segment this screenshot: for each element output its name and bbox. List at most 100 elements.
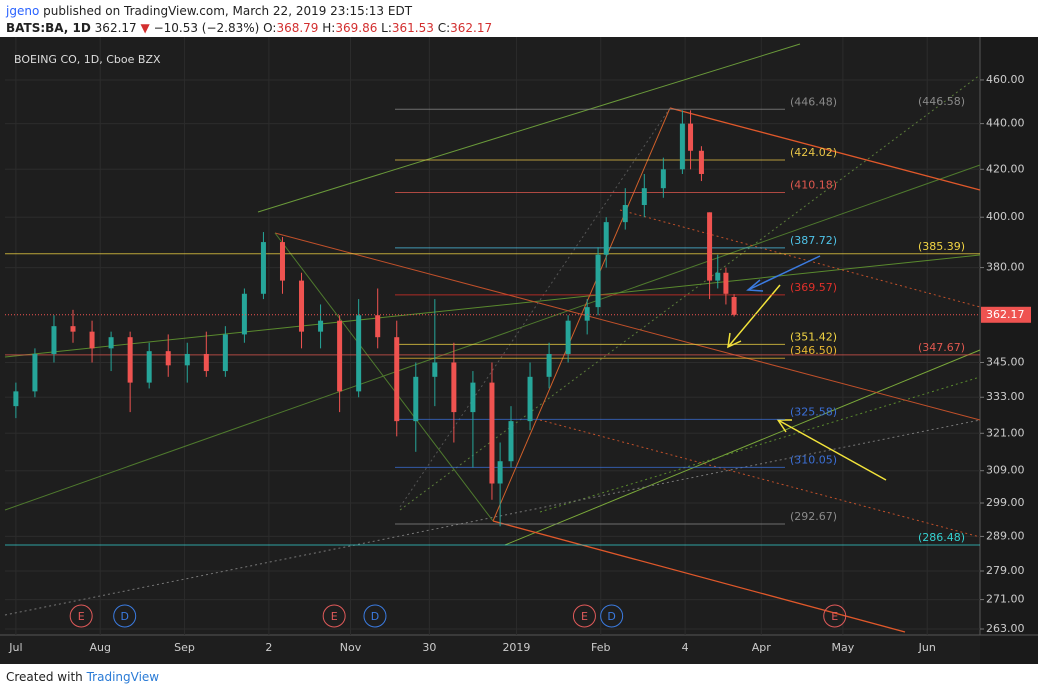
y-tick-label: 321.00 [986, 426, 1025, 439]
candle-body [356, 315, 362, 392]
event-marker [363, 604, 387, 628]
ohlc-label: C: [437, 21, 451, 35]
candle-body [394, 337, 400, 422]
event-marker [69, 604, 93, 628]
event-marker [113, 604, 137, 628]
pitchfork-line [619, 209, 981, 308]
trend-line [504, 349, 981, 546]
candle-body [723, 272, 729, 294]
price-axis-bg [980, 37, 1038, 664]
y-tick-label: 345.00 [986, 355, 1025, 368]
candle-body [70, 326, 76, 332]
level-label: (292.67) [790, 510, 837, 523]
candle-body [497, 461, 503, 484]
event-marker [823, 604, 847, 628]
ohlc-value: 369.86 [335, 21, 378, 35]
symbol: BATS:BA, 1D [6, 21, 91, 35]
y-tick-label: 420.00 [986, 162, 1025, 175]
x-tick-label: 4 [682, 641, 689, 654]
last-price-label: 362.17 [986, 308, 1025, 321]
candle-body [318, 320, 324, 332]
event-label: D [120, 610, 128, 623]
event-label: E [581, 610, 588, 623]
level-label: (424.02) [790, 146, 837, 159]
brand[interactable]: TradingView [86, 670, 160, 684]
chart: BOEING CO, 1D, Cboe BZX 460.00 440.00 420.… [0, 37, 1038, 664]
candle-body [451, 362, 457, 413]
trend-line [539, 376, 981, 513]
candle-body [622, 205, 628, 223]
candle-body [241, 293, 247, 335]
event-label: D [607, 610, 615, 623]
candle-body [715, 272, 721, 281]
candle-body [32, 353, 38, 392]
x-tick-label: May [832, 641, 855, 654]
candle-body [337, 320, 343, 392]
event-label: E [331, 610, 338, 623]
chart-bg [0, 37, 1038, 664]
candle-body [222, 334, 228, 372]
candle-body [698, 150, 704, 174]
last-price-tag [981, 306, 1031, 323]
ohlc-value: 361.53 [391, 21, 434, 35]
header: jgeno published on TradingView.com, Marc… [6, 3, 492, 37]
ohlc-label: O: [263, 21, 277, 35]
y-tick-label: 440.00 [986, 117, 1025, 130]
x-tick-label: Apr [752, 641, 772, 654]
candle-body [432, 362, 438, 377]
candle-body [595, 254, 601, 308]
candle-body [165, 351, 171, 366]
x-tick-label: Nov [340, 641, 362, 654]
event-marker [600, 604, 624, 628]
level-label: (446.58) [918, 95, 965, 108]
y-tick-label: 289.00 [986, 529, 1025, 542]
trend-line [399, 74, 981, 511]
footer-text: Created with [6, 670, 83, 684]
arrow [747, 255, 821, 291]
level-label: (351.42) [790, 330, 837, 343]
candle-body [731, 296, 737, 315]
level-label: (286.48) [918, 531, 965, 544]
ohlc-c: C:362.17 [438, 21, 492, 35]
x-tick-label: 30 [422, 641, 436, 654]
candle-body [707, 212, 713, 281]
level-label: (346.50) [790, 344, 837, 357]
candle-body [51, 326, 57, 354]
ohlc-h: H:369.86 [322, 21, 377, 35]
candle-body [660, 169, 666, 189]
pitchfork-line [539, 419, 981, 538]
pitchfork-line [669, 107, 981, 191]
arrow-head [746, 279, 764, 292]
trend-line [4, 254, 981, 358]
x-tick-label: 2 [265, 641, 272, 654]
event-label: E [78, 610, 85, 623]
ohlc-label: L: [381, 21, 392, 35]
y-tick-label: 333.00 [986, 390, 1025, 403]
level-label: (387.72) [790, 234, 837, 247]
last: 362.17 [94, 21, 137, 35]
ohlc-label: H: [322, 21, 336, 35]
level-label: (310.05) [790, 453, 837, 466]
level-label: (410.18) [790, 179, 837, 192]
candle-body [127, 337, 133, 383]
y-tick-label: 271.00 [986, 593, 1025, 606]
candle-body [146, 351, 152, 383]
y-tick-label: 263.00 [986, 622, 1025, 635]
user[interactable]: jgeno [6, 4, 40, 18]
level-label: (325.58) [790, 405, 837, 418]
candle-body [565, 320, 571, 354]
candle-body [470, 382, 476, 413]
x-tick-label: Jun [918, 641, 936, 654]
candle-body [546, 353, 552, 377]
level-label: (446.48) [790, 95, 837, 108]
arrow [777, 419, 887, 481]
candle-body [13, 391, 19, 407]
pitchfork-handle [274, 232, 494, 522]
candle-body [688, 123, 694, 151]
candle-body [375, 315, 381, 338]
ohlc-o: O:368.79 [263, 21, 318, 35]
trend-line [4, 419, 981, 616]
y-tick-label: 309.00 [986, 464, 1025, 477]
down-arrow: ▼ [140, 21, 150, 35]
candle-body [489, 382, 495, 484]
